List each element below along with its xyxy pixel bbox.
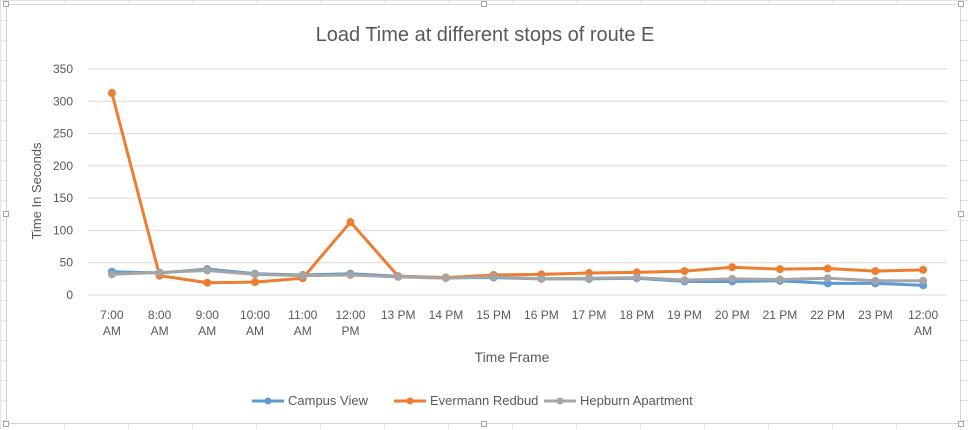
chart-title: Load Time at different stops of route E	[316, 24, 655, 46]
legend-entry-2: Hepburn Apartment	[544, 393, 693, 408]
data-point	[823, 274, 832, 283]
data-point	[489, 272, 498, 281]
gridlines	[88, 68, 947, 296]
legend-label: Campus View	[288, 393, 369, 408]
y-tick-label: 250	[53, 127, 73, 141]
data-point	[251, 278, 260, 287]
y-tick-label: 150	[53, 191, 73, 205]
x-tick-label: 16 PM	[524, 308, 559, 322]
x-tick-label: 21 PM	[763, 308, 798, 322]
x-tick-label: 22 PM	[810, 308, 845, 322]
data-point	[728, 263, 737, 272]
data-point	[680, 267, 689, 276]
series-line	[110, 268, 925, 283]
data-point	[203, 278, 212, 287]
x-tick-label: 8:00 AM	[148, 308, 172, 338]
data-point	[298, 271, 307, 280]
chart-resize-handle-tl[interactable]	[3, 1, 9, 7]
chart-resize-handle-ml[interactable]	[3, 211, 9, 217]
data-point	[775, 275, 784, 284]
y-axis-ticks: 0 50 100 150 200 250 300 350	[53, 62, 73, 302]
data-point	[919, 265, 928, 274]
x-tick-label: 19 PM	[667, 308, 702, 322]
data-point	[346, 270, 355, 279]
chart-resize-handle-mr[interactable]	[958, 211, 964, 217]
data-point	[251, 270, 260, 279]
series-lines	[107, 88, 928, 290]
y-tick-label: 100	[53, 223, 73, 237]
data-point	[203, 266, 212, 275]
series-line	[110, 91, 925, 285]
x-tick-label: 17 PM	[572, 308, 607, 322]
data-point	[107, 270, 116, 279]
y-tick-label: 0	[66, 288, 73, 302]
series-2	[107, 266, 928, 285]
data-point	[585, 274, 594, 283]
x-tick-label: 15 PM	[476, 308, 511, 322]
chart-resize-handle-br[interactable]	[958, 421, 964, 427]
data-point	[728, 274, 737, 283]
y-tick-label: 300	[53, 94, 73, 108]
data-point	[537, 274, 546, 283]
data-point	[775, 265, 784, 274]
series-1	[107, 88, 928, 287]
data-point	[871, 267, 880, 276]
x-tick-label: 20 PM	[715, 308, 750, 322]
y-tick-label: 50	[60, 256, 74, 270]
legend-entry-1: Evermann Redbud	[394, 393, 538, 408]
chart-resize-handle-bc[interactable]	[481, 421, 487, 427]
data-point	[871, 276, 880, 285]
legend-entry-0: Campus View	[252, 393, 369, 408]
data-point	[107, 88, 116, 97]
data-point	[394, 272, 403, 281]
x-tick-label: 10:00 AM	[240, 308, 270, 338]
y-tick-label: 350	[53, 62, 73, 76]
y-tick-label: 200	[53, 159, 73, 173]
x-tick-label: 12:00 AM	[908, 308, 938, 338]
legend: Campus View Evermann Redbud Hepburn Apartm…	[252, 393, 693, 408]
x-tick-label: 23 PM	[858, 308, 893, 322]
data-point	[632, 273, 641, 282]
data-point	[823, 264, 832, 273]
legend-label: Evermann Redbud	[430, 393, 538, 408]
x-tick-label: 18 PM	[619, 308, 654, 322]
x-tick-label: 11:00 AM	[288, 308, 317, 338]
legend-label: Hepburn Apartment	[580, 393, 693, 408]
legend-marker	[556, 397, 564, 405]
data-point	[441, 274, 450, 283]
line-chart: Load Time at different stops of route E …	[29, 24, 947, 408]
x-tick-label: 12:00 PM	[335, 308, 365, 338]
data-point	[680, 276, 689, 285]
chart-resize-handle-tc[interactable]	[481, 1, 487, 7]
legend-marker	[264, 397, 272, 405]
x-tick-label: 14 PM	[429, 308, 464, 322]
chart-resize-handle-tr[interactable]	[958, 1, 964, 7]
data-point	[155, 268, 164, 277]
x-axis-label: Time Frame	[475, 349, 550, 365]
data-point	[919, 276, 928, 285]
chart-resize-handle-bl[interactable]	[3, 421, 9, 427]
legend-marker	[406, 397, 414, 405]
x-axis-ticks: 7:00 AM 8:00 AM 9:00 AM 10:00 AM 11:00 AM 12:00 PM 1…	[100, 308, 938, 338]
x-tick-label: 13 PM	[381, 308, 416, 322]
y-axis-label: Time In Seconds	[29, 142, 44, 240]
x-tick-label: 7:00 AM	[100, 308, 124, 338]
x-tick-label: 9:00 AM	[196, 308, 220, 338]
data-point	[346, 218, 355, 227]
chart-area[interactable]: Load Time at different stops of route E …	[6, 4, 961, 424]
